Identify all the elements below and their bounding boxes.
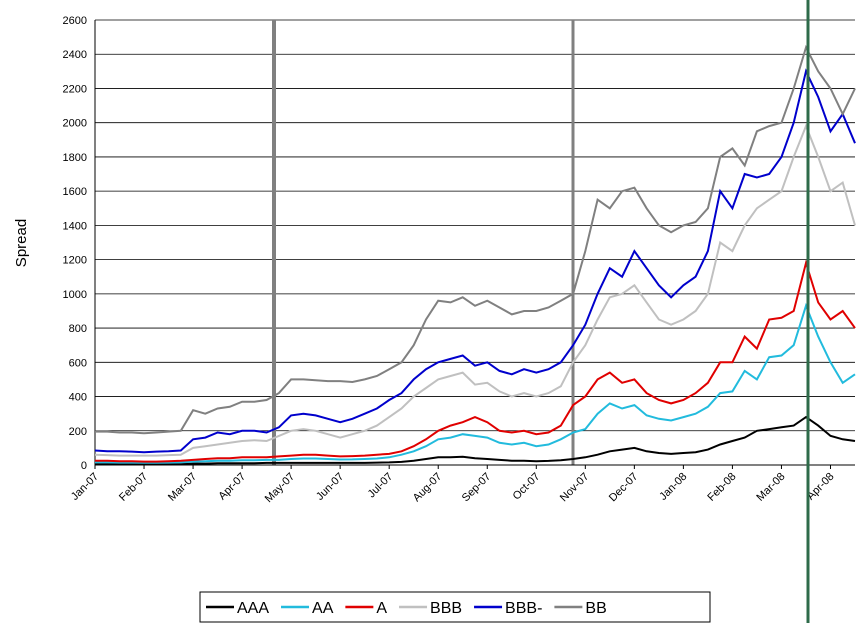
x-tick-label: Jan-08 — [657, 471, 689, 503]
y-tick-label: 1800 — [63, 152, 87, 164]
y-tick-label: 200 — [69, 426, 87, 438]
legend-label: BB — [585, 600, 606, 617]
legend-label: BBB — [430, 600, 462, 617]
x-tick-label: Aug-07 — [411, 471, 445, 505]
y-axis-label: Spread — [13, 219, 30, 267]
x-tick-label: Feb-08 — [705, 471, 738, 504]
series-line — [94, 123, 856, 457]
y-tick-label: 400 — [69, 392, 87, 404]
y-tick-label: 2000 — [63, 118, 87, 130]
y-tick-label: 600 — [69, 357, 87, 369]
legend-label: A — [376, 600, 387, 617]
x-tick-label: Mar-08 — [754, 471, 787, 504]
x-tick-label: Dec-07 — [607, 471, 641, 505]
series-line — [95, 44, 856, 435]
y-tick-label: 2200 — [63, 83, 87, 95]
series-line — [95, 259, 856, 463]
y-tick-label: 2400 — [63, 49, 87, 61]
y-tick-label: 1400 — [63, 220, 87, 232]
legend-label: AAA — [237, 600, 269, 617]
x-tick-label: Apr-07 — [216, 471, 248, 503]
x-tick-label: Sep-07 — [460, 471, 494, 505]
series-line — [95, 415, 856, 466]
x-tick-label: Jan-07 — [69, 471, 101, 503]
legend-label: BBB- — [505, 600, 542, 617]
x-tick-label: Apr-08 — [805, 471, 837, 503]
x-tick-label: May-07 — [263, 471, 297, 505]
y-tick-label: 1200 — [63, 255, 87, 267]
x-tick-label: Feb-07 — [117, 471, 150, 504]
y-tick-label: 1600 — [63, 186, 87, 198]
x-tick-label: Jul-07 — [366, 471, 396, 501]
x-tick-label: Mar-07 — [166, 471, 199, 504]
y-tick-label: 800 — [69, 323, 87, 335]
series-line — [94, 68, 856, 454]
x-tick-label: Nov-07 — [558, 471, 592, 505]
series-line — [95, 302, 856, 464]
y-tick-label: 1000 — [63, 289, 87, 301]
legend-label: AA — [312, 600, 334, 617]
y-tick-label: 0 — [81, 460, 87, 472]
x-tick-label: Oct-07 — [511, 471, 543, 503]
x-tick-label: Jun-07 — [314, 471, 346, 503]
y-tick-label: 2600 — [63, 15, 87, 27]
